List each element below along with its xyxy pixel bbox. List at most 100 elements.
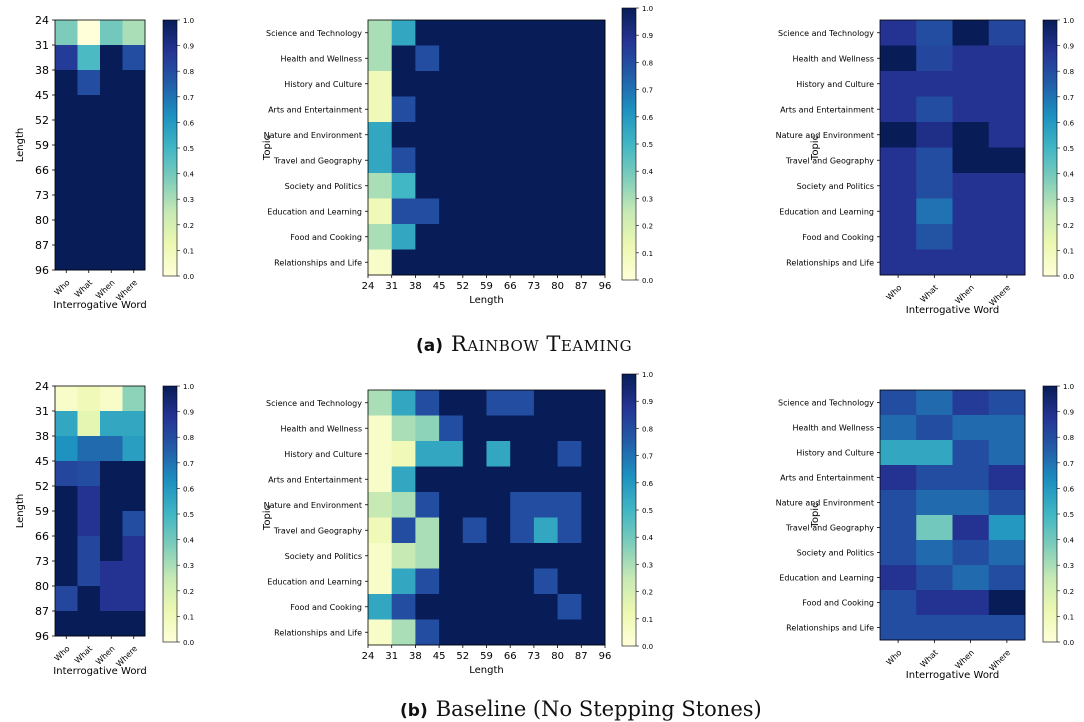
heatmap-cell <box>55 145 78 171</box>
heatmap-cell <box>533 224 558 250</box>
heatmap-cell <box>391 20 416 46</box>
heatmap-cell <box>415 122 440 148</box>
heatmap-cell <box>557 594 582 620</box>
heatmap-cell <box>880 615 917 641</box>
heatmap-cell <box>100 586 123 612</box>
y-tick-label: Food and Cooking <box>802 233 874 242</box>
heatmap-cell <box>100 611 123 637</box>
heatmap-cell <box>368 619 393 646</box>
y-tick-label: 66 <box>35 164 49 177</box>
colorbar-tick-label: 0.1 <box>183 613 194 621</box>
heatmap-cell <box>55 511 78 537</box>
colorbar-tick-label: 0.4 <box>183 537 195 545</box>
colorbar-tick-label: 0.4 <box>1063 537 1075 545</box>
heatmap-cell <box>100 386 123 412</box>
colorbar-tick-label: 0.8 <box>1063 434 1074 442</box>
heatmap-cell <box>533 619 558 646</box>
heatmap-cell <box>391 543 416 569</box>
colorbar-tick-label: 0.5 <box>1063 145 1074 153</box>
heatmap-cell <box>55 245 78 271</box>
heatmap-cell <box>100 411 123 437</box>
heatmap-cell <box>581 71 606 97</box>
heatmap-cell <box>55 195 78 221</box>
colorbar-tick-label: 0.5 <box>1063 511 1074 519</box>
heatmap-cell <box>952 490 990 516</box>
y-tick-label: Arts and Entertainment <box>268 105 362 114</box>
y-tick-label: Science and Technology <box>778 399 874 408</box>
heatmap-cell <box>557 122 582 148</box>
heatmap-cell <box>916 224 953 250</box>
y-tick-label: Science and Technology <box>778 29 874 38</box>
x-tick-label: 80 <box>551 281 564 292</box>
heatmap-cell <box>952 45 990 72</box>
heatmap-cell <box>368 147 393 174</box>
heatmap-cell <box>880 440 917 466</box>
heatmap-cell <box>533 249 558 276</box>
x-tick-label: What <box>73 644 94 665</box>
heatmap-cell <box>122 245 146 271</box>
heatmap-cell <box>510 517 535 544</box>
heatmap-cell <box>952 20 990 46</box>
heatmap-cell <box>988 515 1026 541</box>
heatmap-cell <box>486 619 511 646</box>
y-tick-label: 24 <box>35 380 49 393</box>
heatmap-cell <box>77 170 101 196</box>
heatmap-cell <box>462 224 487 250</box>
heatmap-cell <box>557 517 582 544</box>
heatmap-cell <box>391 96 416 123</box>
y-tick-label: 24 <box>35 14 49 27</box>
x-tick-label: 45 <box>433 651 446 662</box>
colorbar-tick-label: 0.8 <box>642 59 653 67</box>
colorbar-tick-label: 0.0 <box>642 277 653 285</box>
heatmap-cell <box>581 45 606 72</box>
y-tick-label: 73 <box>35 189 49 202</box>
heatmap-cell <box>557 71 582 97</box>
heatmap-cell <box>122 20 146 46</box>
colorbar-tick-label: 0.3 <box>183 196 194 204</box>
heatmap-cell <box>533 415 558 442</box>
y-tick-label: History and Culture <box>284 450 362 459</box>
colorbar-tick-label: 0.1 <box>183 247 194 255</box>
heatmap-cell <box>486 415 511 442</box>
colorbar-tick-label: 0.0 <box>642 643 653 651</box>
heatmap-cell <box>462 390 487 416</box>
y-tick-label: Education and Learning <box>779 574 874 583</box>
heatmap-cell <box>462 96 487 123</box>
colorbar-tick-label: 0.7 <box>1063 460 1074 468</box>
heatmap-cell <box>77 536 101 562</box>
heatmap-cell <box>122 145 146 171</box>
heatmap-cell <box>880 96 917 123</box>
y-axis-label: Length <box>15 128 26 163</box>
colorbar-tick-label: 0.5 <box>183 145 194 153</box>
heatmap-cell <box>916 565 953 591</box>
heatmap-cell <box>510 249 535 276</box>
heatmap-cell <box>55 70 78 96</box>
heatmap-cell <box>916 198 953 225</box>
heatmap-cell <box>462 517 487 544</box>
heatmap-cell <box>415 45 440 72</box>
heatmap-cell <box>100 145 123 171</box>
heatmap-cell <box>55 45 78 71</box>
heatmap-cell <box>510 619 535 646</box>
heatmap-cell <box>916 45 953 72</box>
heatmap-cell <box>510 198 535 225</box>
heatmap-cell <box>510 492 535 518</box>
heatmap-cell <box>77 436 101 462</box>
heatmap-cell <box>439 122 464 148</box>
x-tick-label: Who <box>885 283 904 302</box>
colorbar-tick-label: 1.0 <box>1063 383 1074 391</box>
caption-b: (b) Baseline (No Stepping Stones) <box>400 697 762 721</box>
x-tick-label: 31 <box>385 281 398 292</box>
x-tick-label: 96 <box>599 651 612 662</box>
heatmap-cell <box>77 20 101 46</box>
heatmap-cell <box>557 390 582 416</box>
colorbar-tick-label: 0.2 <box>183 588 194 596</box>
heatmap-cell <box>952 249 990 276</box>
x-tick-label: 52 <box>456 281 469 292</box>
heatmap-cell <box>581 543 606 569</box>
heatmap-cell <box>368 441 393 467</box>
y-axis-label: Topic <box>262 505 273 531</box>
heatmap-cell <box>122 195 146 221</box>
heatmap-cell <box>916 515 953 541</box>
colorbar-tick-label: 0.0 <box>1063 639 1074 647</box>
